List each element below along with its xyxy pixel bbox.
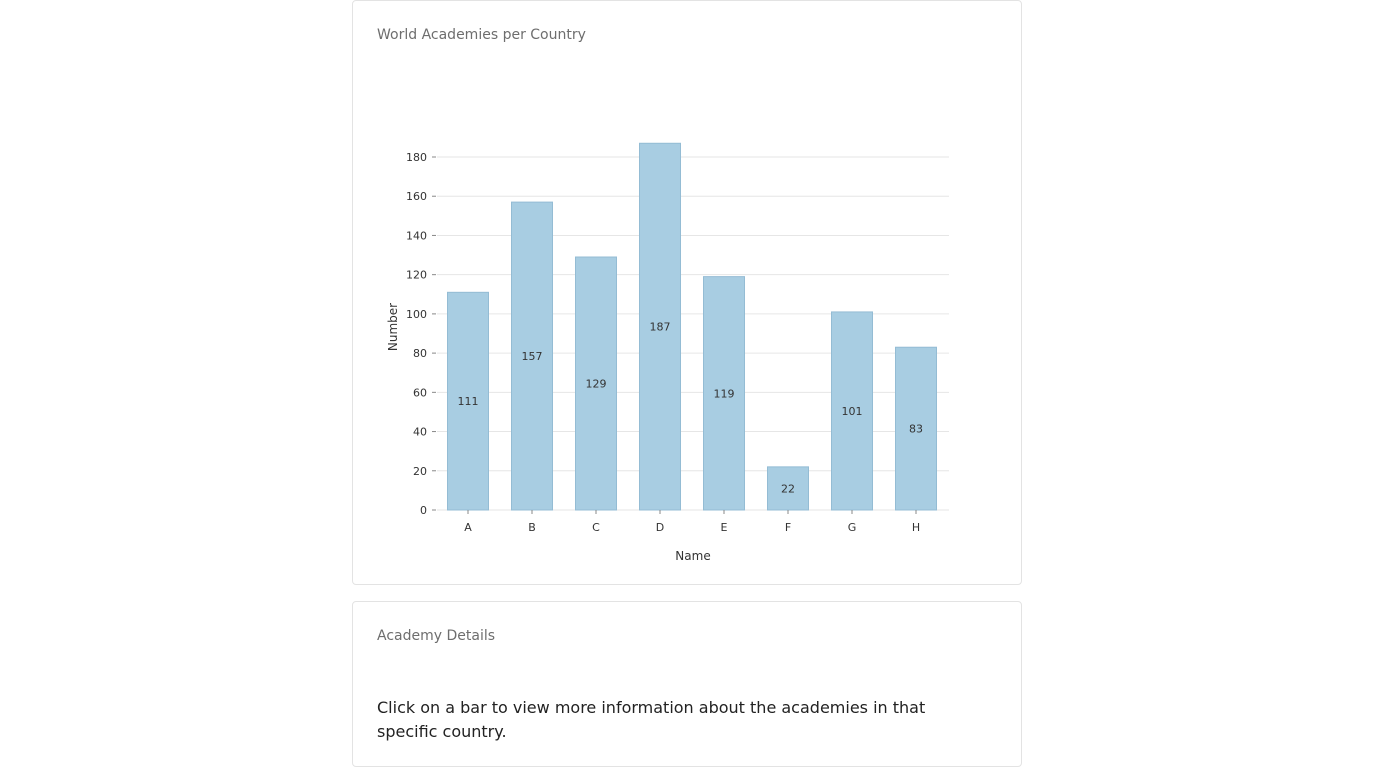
bar-value-label: 157	[522, 350, 543, 363]
x-tick-label: B	[528, 521, 536, 534]
y-tick-label: 180	[406, 151, 427, 164]
bar-value-label: 111	[458, 395, 479, 408]
x-tick-label: E	[721, 521, 728, 534]
x-tick-label: A	[464, 521, 472, 534]
bar-value-label: 187	[650, 321, 671, 334]
bar-g[interactable]	[831, 311, 873, 511]
y-tick-label: 160	[406, 190, 427, 203]
bar-value-label: 101	[842, 405, 863, 418]
x-axis-label: Name	[675, 549, 710, 563]
bar-f[interactable]	[767, 466, 809, 511]
bars: 111 157 129 187 119 22 101 83	[447, 142, 937, 511]
chart-title: World Academies per Country	[377, 27, 586, 43]
y-tick-label: 80	[413, 347, 427, 360]
y-tick-label: 100	[406, 308, 427, 321]
bar-value-label: 83	[909, 423, 923, 436]
x-tick-label: H	[912, 521, 920, 534]
y-tick-label: 60	[413, 386, 427, 399]
x-tick-label: F	[785, 521, 791, 534]
y-tick-label: 40	[413, 426, 427, 439]
bar-chart: 0 20 40 60 80 100 120 140 160 180 111 157 129 187 119…	[386, 142, 949, 563]
y-tick-label: 0	[420, 504, 427, 517]
details-instructions: Click on a bar to view more information …	[377, 698, 926, 741]
bar-a[interactable]	[447, 291, 489, 511]
x-tick-label: G	[848, 521, 857, 534]
bar-value-label: 129	[586, 378, 607, 391]
x-axis: A B C D E F G H	[464, 510, 920, 534]
chart-card: World Academies per Country 0 20 40 60 80 100…	[352, 0, 1022, 585]
x-tick-label: D	[656, 521, 664, 534]
bar-e[interactable]	[703, 276, 745, 511]
y-tick-label: 140	[406, 229, 427, 242]
y-tick-label: 120	[406, 269, 427, 282]
x-tick-label: C	[592, 521, 600, 534]
details-card: Academy Details Click on a bar to view m…	[352, 601, 1022, 767]
bar-value-label: 119	[714, 387, 735, 400]
bar-value-label: 22	[781, 482, 795, 495]
y-axis-label: Number	[386, 303, 400, 351]
y-axis: 0 20 40 60 80 100 120 140 160 180	[406, 151, 436, 517]
bar-c[interactable]	[575, 256, 617, 511]
details-title: Academy Details	[377, 628, 496, 644]
y-tick-label: 20	[413, 465, 427, 478]
